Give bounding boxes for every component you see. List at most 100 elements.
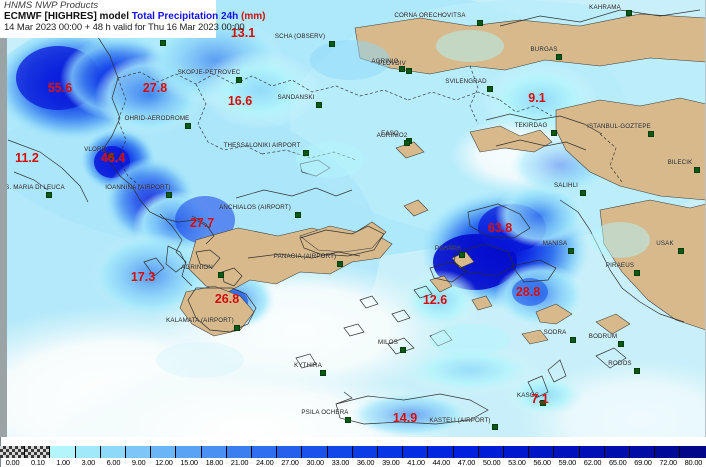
colorbar-segment-0.10[interactable] [25, 446, 51, 458]
city-label: VLORE [84, 146, 106, 153]
station-marker [406, 68, 412, 74]
colorbar-tick-47.00: 47.00 [457, 458, 476, 467]
colorbar-segment-80.00[interactable] [680, 446, 706, 458]
colorbar[interactable]: 0.00 0.10 1.00 3.00 6.00 9.00 12.00 15.00 18.00 2… [0, 437, 706, 467]
field-label: Total Precipitation 24h [131, 10, 239, 22]
colorbar-segment-3.00[interactable] [75, 446, 101, 458]
station-marker [345, 417, 351, 423]
colorbar-strip[interactable] [0, 446, 706, 458]
map-left-gutter [0, 0, 7, 437]
colorbar-segment-0.00[interactable] [0, 446, 26, 458]
colorbar-segment-15.00[interactable] [176, 446, 202, 458]
colorbar-tick-1.00: 1.00 [56, 458, 70, 467]
station-marker [551, 130, 557, 136]
colorbar-tick-3.00: 3.00 [81, 458, 96, 467]
precip-value-17-3: 17.3 [130, 270, 156, 284]
station-marker [404, 140, 410, 146]
station-marker [492, 424, 498, 430]
colorbar-segment-6.00[interactable] [100, 446, 127, 458]
city-label: PIRAEUS [605, 262, 635, 269]
colorbar-segment-41.00[interactable] [403, 446, 429, 458]
colorbar-segment-69.00[interactable] [630, 446, 656, 458]
station-marker [487, 86, 493, 92]
city-label: PSARRA [434, 245, 462, 252]
model-label: ECMWF [HIGHRES] model [4, 10, 129, 22]
precip-value-46-4: 46.4 [100, 151, 126, 165]
colorbar-tick-18.00: 18.00 [205, 458, 224, 467]
precip-value-12-6: 12.6 [422, 293, 448, 307]
station-marker [234, 325, 240, 331]
colorbar-segment-12.00[interactable] [151, 446, 177, 458]
colorbar-segment-53.00[interactable] [504, 446, 530, 458]
colorbar-segment-30.00[interactable] [302, 446, 328, 458]
colorbar-segment-62.00[interactable] [579, 446, 605, 458]
city-label: BILECIK [667, 159, 693, 166]
colorbar-tick-50.00: 50.00 [482, 458, 501, 467]
colorbar-segment-65.00[interactable] [604, 446, 631, 458]
station-marker [459, 252, 465, 258]
city-label: ISTANBUL-GOZTEPE [587, 123, 651, 130]
station-marker [399, 66, 405, 72]
city-label: SODRA [543, 329, 567, 336]
colorbar-segment-27.00[interactable] [277, 446, 303, 458]
map-canvas[interactable]: CORNA ORECHOVITSA KAHRAMA SKOPJE-PETROVEC P… [0, 0, 706, 437]
station-marker [618, 341, 624, 347]
city-label: USAK [656, 240, 674, 247]
city-label: KASTELI (AIRPORT) [429, 417, 491, 424]
city-label: EASO [381, 130, 399, 137]
city-label: PLOVDIV [378, 60, 406, 67]
city-label: CORNA ORECHOVITSA [394, 12, 466, 19]
station-marker [108, 153, 114, 159]
colorbar-tick-9.00: 9.00 [131, 458, 146, 467]
colorbar-tick-0.10: 0.10 [31, 458, 45, 467]
station-marker [568, 248, 574, 254]
colorbar-tick-65.00: 65.00 [609, 458, 627, 467]
colorbar-segment-59.00[interactable] [554, 446, 580, 458]
colorbar-tick-36.00: 36.00 [356, 458, 375, 467]
valid-time-label: 14 Mar 2023 00:00 + 48 h valid for Thu 1… [4, 22, 245, 34]
station-marker [626, 10, 632, 16]
colorbar-segment-50.00[interactable] [478, 446, 505, 458]
colorbar-segment-72.00[interactable] [655, 446, 681, 458]
city-label: IOANNINA (AIRPORT) [105, 184, 171, 191]
colorbar-tick-39.00: 39.00 [382, 458, 400, 467]
map-header-box: HNMS NWP Products ECMWF [HIGHRES] model … [0, 0, 266, 38]
station-marker [556, 54, 562, 60]
colorbar-segment-44.00[interactable] [428, 446, 454, 458]
city-label: BURGAS [530, 46, 558, 53]
colorbar-segment-39.00[interactable] [378, 446, 404, 458]
precip-value-11-2: 11.2 [15, 151, 39, 165]
colorbar-tick-80.00: 80.00 [684, 458, 703, 467]
station-marker [540, 400, 546, 406]
city-label: S. MARIA DI LEUCA [5, 184, 65, 191]
colorbar-segment-33.00[interactable] [327, 446, 353, 458]
colorbar-segment-36.00[interactable] [352, 446, 379, 458]
city-label: TEKIRDAG [514, 122, 548, 129]
precip-value-27-8: 27.8 [142, 81, 168, 95]
city-label: KYTHIRA [294, 362, 322, 369]
station-marker [236, 77, 242, 83]
station-marker [160, 40, 166, 46]
colorbar-tick-72.00: 72.00 [659, 458, 677, 467]
precip-value-27-7: 27.7 [189, 216, 215, 230]
colorbar-tick-53.00: 53.00 [508, 458, 526, 467]
station-marker [580, 190, 586, 196]
colorbar-segment-1.00[interactable] [50, 446, 76, 458]
colorbar-tick-15.00: 15.00 [180, 458, 198, 467]
colorbar-segment-18.00[interactable] [201, 446, 227, 458]
station-marker [320, 370, 326, 376]
colorbar-segment-56.00[interactable] [529, 446, 555, 458]
colorbar-tick-labels: 0.00 0.10 1.00 3.00 6.00 9.00 12.00 15.00 18.00 2… [0, 458, 706, 467]
colorbar-tick-12.00: 12.00 [155, 458, 173, 467]
station-marker [400, 347, 406, 353]
colorbar-tick-27.00: 27.00 [281, 458, 299, 467]
provider-label: HNMS NWP Products [4, 0, 99, 11]
colorbar-segment-21.00[interactable] [226, 446, 253, 458]
colorbar-segment-9.00[interactable] [126, 446, 152, 458]
colorbar-segment-24.00[interactable] [252, 446, 278, 458]
colorbar-segment-47.00[interactable] [453, 446, 479, 458]
colorbar-tick-41.00: 41.00 [407, 458, 425, 467]
precip-value-26-8: 26.8 [214, 292, 240, 306]
model-field-line: ECMWF [HIGHRES] model Total Precipitatio… [4, 10, 266, 23]
station-marker [678, 248, 684, 254]
